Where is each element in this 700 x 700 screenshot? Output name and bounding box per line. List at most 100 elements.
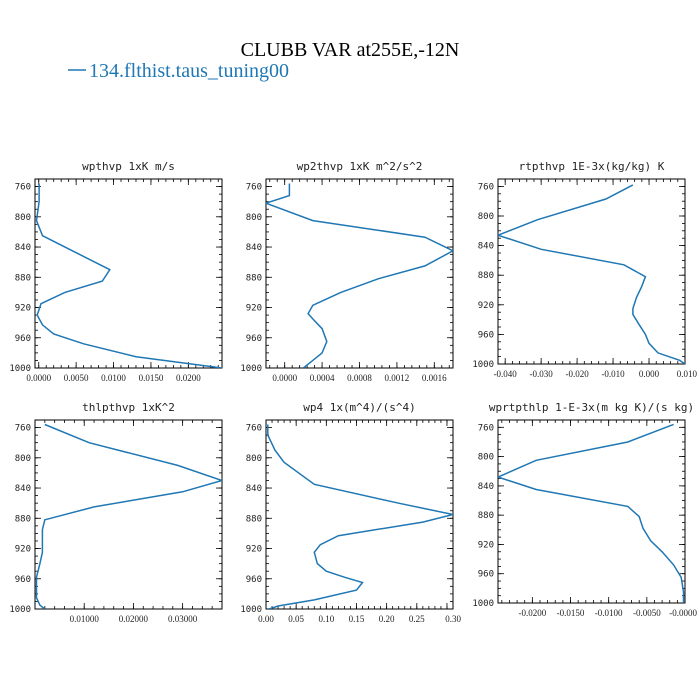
- x-tick-label: -0.0000: [669, 608, 697, 618]
- panel-5: wp4 1x(m^4)/(s^4)76080084088092096010000…: [240, 401, 461, 624]
- y-tick-label: 960: [246, 575, 262, 585]
- x-tick-label: -0.0150: [557, 608, 585, 618]
- y-tick-label: 840: [246, 484, 262, 494]
- panel-title: wp2thvp 1xK m^2/s^2: [297, 160, 423, 173]
- y-tick-label: 800: [246, 454, 262, 464]
- y-tick-label: 760: [478, 423, 494, 433]
- y-tick-label: 880: [246, 273, 262, 283]
- y-tick-label: 880: [246, 514, 262, 524]
- x-tick-label: -0.0100: [595, 608, 623, 618]
- x-tick-label: -0.0200: [518, 608, 546, 618]
- y-tick-label: 760: [246, 424, 262, 434]
- plot-frame: [265, 178, 454, 369]
- plot-frame: [497, 419, 686, 604]
- y-tick-label: 880: [478, 511, 494, 521]
- y-tick-label: 840: [15, 484, 31, 494]
- x-tick-label: 0.0200: [176, 373, 201, 383]
- plot-frame: [265, 419, 454, 610]
- x-tick-label: 0.0000: [26, 373, 51, 383]
- panel-4: thlpthvp 1xK^2 760 800 840 880 920 960 1000 0.01…: [9, 401, 223, 624]
- y-tick-label: 1000: [9, 605, 31, 615]
- series-line-1: [35, 183, 222, 368]
- series-line-1: [498, 423, 685, 603]
- x-tick-label: -0.030: [530, 369, 554, 379]
- y-tick-label: 960: [478, 570, 494, 580]
- y-tick-label: 760: [246, 183, 262, 193]
- panel-title: wprtpthlp 1-E-3x(m kg K)/(s kg): [489, 401, 694, 414]
- y-tick-label: 1000: [240, 605, 262, 615]
- x-tick-label: 0.00: [258, 614, 274, 624]
- x-tick-label: 0.0004: [310, 373, 335, 383]
- panel-3: rtpthvp 1E-3x(kg/kg) K 760 800 840 880 920 960…: [472, 160, 697, 379]
- y-tick-label: 840: [478, 482, 494, 492]
- y-tick-label: 880: [478, 271, 494, 281]
- panel-title: wp4 1x(m^4)/(s^4): [303, 401, 416, 414]
- y-tick-label: 1000: [240, 364, 262, 374]
- y-tick-label: 920: [15, 545, 31, 555]
- x-tick-label: 0.010: [677, 369, 698, 379]
- y-tick-label: 960: [15, 575, 31, 585]
- x-tick-label: 0.02000: [119, 614, 149, 624]
- y-tick-label: 840: [478, 242, 494, 252]
- x-tick-label: 0.25: [409, 614, 425, 624]
- y-tick-label: 960: [246, 334, 262, 344]
- panel-2: wp2thvp 1xK m^2/s^2 760 800 840 880 920 960 100…: [240, 160, 454, 383]
- panel-1: wpthvp 1xK m/s76080084088092096010000.00…: [9, 160, 223, 383]
- x-tick-label: 0.0000: [272, 373, 297, 383]
- y-tick-label: 960: [15, 334, 31, 344]
- y-tick-label: 800: [478, 453, 494, 463]
- y-tick-label: 920: [478, 540, 494, 550]
- x-tick-label: 0.0008: [347, 373, 372, 383]
- y-tick-label: 800: [15, 213, 31, 223]
- x-tick-label: 0.15: [349, 614, 365, 624]
- x-tick-label: 0.0012: [385, 373, 410, 383]
- y-tick-label: 800: [246, 213, 262, 223]
- series-line-1: [35, 423, 222, 609]
- y-tick-label: 1000: [472, 360, 494, 370]
- x-tick-label: 0.01000: [70, 614, 100, 624]
- series-line-1: [266, 183, 453, 368]
- y-tick-label: 760: [15, 424, 31, 434]
- y-tick-label: 800: [478, 212, 494, 222]
- x-tick-label: -0.020: [565, 369, 589, 379]
- x-tick-label: 0.000: [639, 369, 660, 379]
- y-tick-label: 920: [15, 304, 31, 314]
- x-tick-label: 0.0100: [101, 373, 126, 383]
- y-tick-label: 880: [15, 514, 31, 524]
- y-tick-label: 760: [15, 183, 31, 193]
- x-tick-label: 0.10: [318, 614, 334, 624]
- y-tick-label: 1000: [472, 599, 494, 609]
- panel-6: wprtpthlp 1-E-3x(m kg K)/(s kg) 760 800 840…: [472, 401, 697, 618]
- panel-title: thlpthvp 1xK^2: [82, 401, 175, 414]
- x-tick-label: 0.0050: [64, 373, 89, 383]
- x-tick-label: 0.0016: [422, 373, 447, 383]
- panel-title: rtpthvp 1E-3x(kg/kg) K: [519, 160, 665, 173]
- y-tick-label: 880: [15, 273, 31, 283]
- y-tick-label: 840: [246, 243, 262, 253]
- x-tick-label: -0.040: [494, 369, 518, 379]
- series-line-1: [267, 424, 453, 609]
- y-tick-label: 960: [478, 330, 494, 340]
- y-tick-label: 920: [246, 545, 262, 555]
- x-tick-label: -0.0050: [633, 608, 661, 618]
- x-tick-label: 0.03000: [168, 614, 198, 624]
- panel-title: wpthvp 1xK m/s: [82, 160, 175, 173]
- x-tick-label: -0.010: [601, 369, 625, 379]
- legend-label: 134.flthist.taus_tuning00: [89, 60, 289, 82]
- plot-frame: [34, 178, 223, 369]
- y-tick-label: 800: [15, 454, 31, 464]
- y-tick-label: 920: [246, 304, 262, 314]
- x-tick-label: 0.30: [445, 614, 461, 624]
- y-tick-label: 1000: [9, 364, 31, 374]
- x-tick-label: 0.0150: [139, 373, 164, 383]
- plot-frame: [497, 178, 686, 365]
- series-line-1: [498, 184, 685, 364]
- panels: wpthvp 1xK m/s76080084088092096010000.00…: [9, 160, 697, 624]
- x-tick-label: 0.05: [288, 614, 304, 624]
- figure-title: CLUBB VAR at255E,-12N: [241, 39, 460, 61]
- x-tick-label: 0.20: [379, 614, 395, 624]
- y-tick-label: 760: [478, 182, 494, 192]
- y-tick-label: 840: [15, 243, 31, 253]
- y-tick-label: 920: [478, 301, 494, 311]
